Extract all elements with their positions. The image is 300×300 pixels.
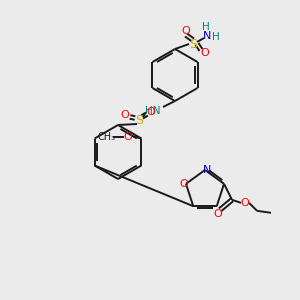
Text: O: O [180, 179, 188, 189]
Text: O: O [214, 209, 222, 219]
Text: S: S [135, 113, 143, 127]
Text: O: O [147, 107, 155, 117]
Text: CH₃: CH₃ [97, 131, 116, 142]
Text: S: S [189, 38, 197, 50]
Text: N: N [203, 165, 211, 175]
Text: O: O [182, 26, 190, 36]
Text: H: H [212, 32, 220, 42]
Text: N: N [203, 31, 211, 41]
Text: HN: HN [145, 106, 161, 116]
Text: H: H [202, 22, 210, 32]
Text: O: O [241, 198, 249, 208]
Text: O: O [123, 131, 132, 142]
Text: O: O [121, 110, 129, 120]
Text: O: O [201, 48, 209, 58]
